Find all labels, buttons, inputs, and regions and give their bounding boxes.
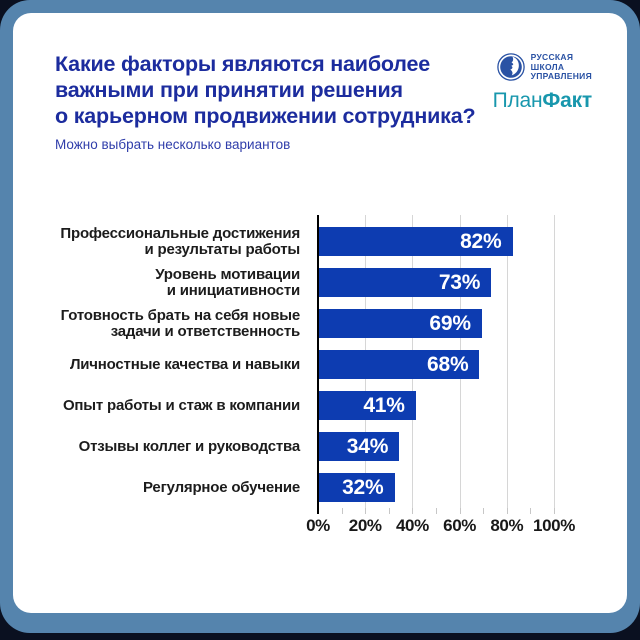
axis-tick (436, 508, 437, 514)
x-tick-label: 40% (395, 516, 429, 535)
bar: 41% (319, 391, 416, 420)
category-label: Уровень мотивации и инициативности (155, 265, 300, 299)
axis-tick (459, 508, 461, 514)
value-label: 41% (363, 393, 405, 417)
value-label: 82% (460, 229, 502, 253)
category-label: Готовность брать на себя новые задачи и … (60, 306, 301, 340)
x-tick-label: 80% (490, 516, 524, 535)
rsu-logo: РУССКАЯ ШКОЛА УПРАВЛЕНИЯ (493, 52, 592, 82)
gridline (554, 215, 555, 508)
axis-tick (506, 508, 508, 514)
rsu-profile-icon (496, 53, 525, 82)
gridline (506, 215, 508, 508)
bar: 32% (319, 473, 395, 502)
bar-row: Опыт работы и стаж в компании 41% (13, 385, 627, 426)
category-label: Опыт работы и стаж в компании (62, 396, 300, 414)
category-label: Профессиональные достижения и результаты… (60, 224, 300, 258)
rsu-line-2: ШКОЛА (530, 61, 565, 72)
value-label: 34% (346, 434, 389, 458)
value-label: 73% (438, 270, 481, 294)
planfact-logo: ПланФакт (492, 88, 593, 113)
axis-tick (554, 508, 555, 514)
bar-row: Личностные качества и навыки 68% (13, 344, 627, 385)
planfact-logo-regular: План (492, 88, 543, 112)
x-tick-label: 0% (306, 516, 330, 535)
logos-block: РУССКАЯ ШКОЛА УПРАВЛЕНИЯ ПланФакт (492, 52, 593, 113)
bar: 68% (319, 350, 480, 379)
value-label: 32% (342, 475, 384, 499)
bar-rows: Профессиональные достижения и результаты… (13, 221, 627, 508)
title-line-1: Какие факторы являются наиболее (55, 52, 430, 76)
bar-row: Отзывы коллег и руководства 34% (13, 426, 627, 467)
category-label: Личностные качества и навыки (69, 355, 300, 373)
axis-tick (365, 508, 367, 514)
page-title: Какие факторы являются наиболее важными … (55, 51, 476, 129)
x-axis-ticks (318, 508, 556, 514)
bar-row: Готовность брать на себя новые задачи и … (13, 303, 627, 344)
bar: 34% (319, 432, 400, 461)
bar-row: Профессиональные достижения и результаты… (13, 221, 627, 262)
axis-tick (388, 508, 390, 514)
y-axis-line (317, 215, 319, 514)
bar-chart: Профессиональные достижения и результаты… (13, 13, 627, 613)
infographic-card: Какие факторы являются наиболее важными … (13, 13, 627, 613)
rsu-logo-text: РУССКАЯ ШКОЛА УПРАВЛЕНИЯ (530, 52, 592, 82)
axis-tick (483, 508, 485, 514)
axis-tick (341, 508, 343, 514)
x-tick-label: 100% (533, 516, 575, 535)
rsu-line-1: РУССКАЯ (530, 52, 574, 62)
rsu-line-3: УПРАВЛЕНИЯ (530, 71, 592, 81)
header: Какие факторы являются наиболее важными … (55, 51, 476, 152)
bar-row: Уровень мотивации и инициативности 73% (13, 262, 627, 303)
title-line-2: важными при принятии решения (55, 78, 403, 102)
bar: 82% (319, 227, 513, 256)
bar: 69% (319, 309, 482, 338)
title-line-3: о карьерном продвижении сотрудника? (55, 104, 476, 128)
category-label: Регулярное обучение (143, 478, 300, 496)
x-axis-labels: 0% 20% 40% 60% 80% 100% (306, 516, 578, 538)
value-label: 68% (427, 352, 469, 376)
bar: 73% (319, 268, 492, 297)
axis-tick (412, 508, 414, 514)
bar-row: Регулярное обучение 32% (13, 467, 627, 508)
subtitle: Можно выбрать несколько вариантов (55, 137, 291, 152)
category-label: Отзывы коллег и руководства (78, 437, 301, 455)
planfact-logo-bold: Факт (542, 88, 592, 112)
value-label: 69% (429, 311, 471, 335)
x-tick-label: 60% (443, 516, 477, 535)
x-tick-label: 20% (348, 516, 382, 535)
axis-tick (530, 508, 532, 514)
